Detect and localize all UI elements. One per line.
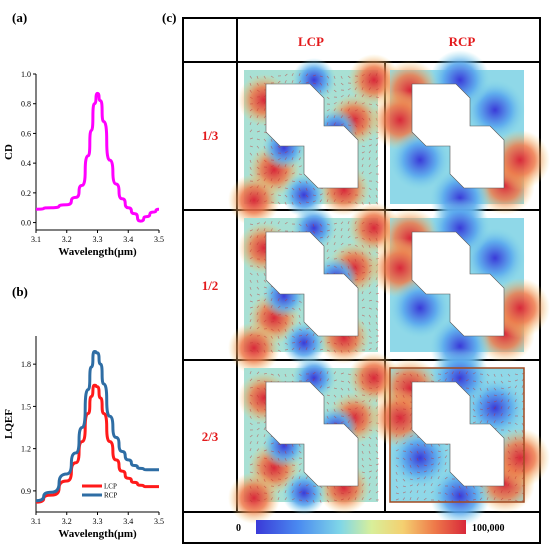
row-header-3: 2/3 — [202, 429, 219, 444]
chart-b-y-label: LQEF — [3, 409, 15, 439]
field-grid: LCP RCP 1/3 1/2 2/3 0 100,000 — [183, 18, 550, 543]
chart-b-y-tick-label: 1.8 — [21, 360, 31, 369]
chart-b-legend-label: RCP — [104, 492, 117, 500]
field-map-lcp-row-1 — [228, 54, 400, 226]
chart-b-y-tick-label: 1.2 — [21, 445, 31, 454]
panel-a-label: (a) — [12, 10, 27, 25]
chart-a-x-tick-label: 3.4 — [123, 235, 133, 244]
field-map-lcp-row-3 — [228, 352, 400, 524]
field-map-rcp-row-3 — [370, 348, 550, 526]
chart-b-x-tick-label: 3.5 — [154, 517, 164, 526]
chart-b-legend-label: LCP — [104, 483, 117, 491]
chart-b-y-tick-label: 0.9 — [21, 487, 31, 496]
chart-b-series-line-rcp — [36, 351, 159, 500]
chart-b-x-tick-label: 3.2 — [62, 517, 72, 526]
chart-a-x-tick-label: 3.1 — [31, 235, 41, 244]
colorbar — [256, 520, 466, 534]
chart-b-x-label: Wavelength(μm) — [58, 528, 137, 540]
chart-a-x-tick-label: 3.5 — [154, 235, 164, 244]
chart-a-series-line-0 — [36, 93, 159, 221]
chart-a: 3.1 3.2 3.3 3.4 3.5 0.0 0.2 0.4 0.6 0.8 1.0 Wavelen… — [3, 70, 164, 258]
chart-a-y-tick-label: 1.0 — [21, 70, 31, 79]
chart-a-y-tick-label: 0.4 — [21, 159, 31, 168]
chart-a-y-label: CD — [3, 144, 15, 160]
panel-c-label: (c) — [162, 10, 176, 25]
chart-b-x-tick-label: 3.1 — [31, 517, 41, 526]
col-header-rcp: RCP — [449, 34, 476, 49]
colorbar-min: 0 — [236, 523, 241, 534]
chart-a-y-tick-label: 0.0 — [21, 219, 31, 228]
chart-b-y-tick-label: 1.5 — [21, 402, 31, 411]
chart-a-y-tick-label: 0.2 — [21, 189, 31, 198]
chart-a-y-tick-label: 0.8 — [21, 100, 31, 109]
chart-b-x-tick-label: 3.4 — [123, 517, 133, 526]
panel-b-label: (b) — [12, 284, 28, 299]
row-header-2: 1/2 — [202, 278, 219, 293]
chart-a-x-tick-label: 3.2 — [62, 235, 72, 244]
chart-a-x-label: Wavelength(μm) — [58, 246, 137, 258]
col-header-lcp: LCP — [298, 34, 324, 49]
chart-a-x-tick-label: 3.3 — [93, 235, 103, 244]
chart-a-y-tick-label: 0.6 — [21, 129, 31, 138]
chart-b-x-tick-label: 3.3 — [93, 517, 103, 526]
row-header-1: 1/3 — [202, 128, 219, 143]
field-map-lcp-row-2 — [228, 202, 400, 374]
colorbar-max: 100,000 — [472, 523, 505, 534]
chart-b: 3.1 3.2 3.3 3.4 3.5 0.9 1.2 1.5 1.8 Wavelength(μm… — [3, 336, 164, 540]
